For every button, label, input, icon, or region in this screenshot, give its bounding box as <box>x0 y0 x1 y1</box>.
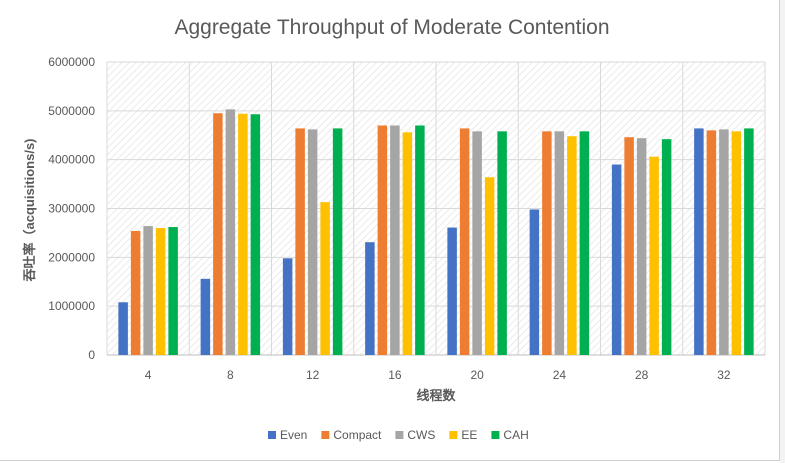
bar-cah-24 <box>579 131 590 355</box>
legend-label-cah: CAH <box>503 428 528 442</box>
y-tick-label: 6000000 <box>48 55 95 69</box>
bar-cws-16 <box>390 125 400 355</box>
bar-cws-24 <box>554 131 565 355</box>
bar-cws-20 <box>472 131 482 355</box>
bar-cah-8 <box>250 114 261 355</box>
y-tick-label: 2000000 <box>48 250 95 264</box>
x-tick-label: 16 <box>388 368 402 382</box>
x-tick-label: 12 <box>306 368 320 382</box>
x-tick-label: 32 <box>717 368 731 382</box>
bar-cah-12 <box>332 128 343 355</box>
legend-label-even: Even <box>280 428 307 442</box>
bar-ee-4 <box>155 228 166 355</box>
legend-label-ee: EE <box>461 428 477 442</box>
bar-cah-32 <box>744 128 754 355</box>
y-axis-label: 吞吐率（acquisitions/s) <box>22 138 37 281</box>
window-edge <box>780 0 785 463</box>
x-tick-label: 4 <box>145 368 152 382</box>
legend-swatch-ee <box>449 431 458 439</box>
legend-swatch-compact <box>321 431 330 439</box>
legend-swatch-cah <box>491 431 500 439</box>
bar-compact-16 <box>377 125 388 355</box>
legend-label-cws: CWS <box>407 428 435 442</box>
x-tick-label: 28 <box>635 368 649 382</box>
bar-even-12 <box>282 258 293 355</box>
x-tick-label: 20 <box>470 368 484 382</box>
bar-even-28 <box>611 164 622 355</box>
legend-label-compact: Compact <box>333 428 382 442</box>
y-tick-label: 5000000 <box>48 104 95 118</box>
bar-cws-12 <box>307 129 318 355</box>
bar-even-8 <box>200 278 211 355</box>
bar-even-4 <box>118 302 128 355</box>
bar-even-24 <box>529 209 540 355</box>
bar-cah-28 <box>661 139 672 355</box>
legend: Even Compact CWS EE CAH <box>268 428 529 442</box>
x-axis-label: 线程数 <box>416 388 456 403</box>
bar-ee-8 <box>238 113 248 355</box>
bar-ee-16 <box>402 132 413 355</box>
y-tick-label: 0 <box>88 348 95 362</box>
chart-title: Aggregate Throughput of Moderate Content… <box>174 16 609 39</box>
bar-cah-4 <box>168 227 178 355</box>
bar-ee-12 <box>320 202 330 355</box>
x-tick-label: 8 <box>227 368 234 382</box>
bar-compact-12 <box>295 128 305 355</box>
bar-cws-8 <box>225 109 236 355</box>
bar-compact-24 <box>542 131 552 355</box>
bar-ee-32 <box>731 131 742 355</box>
bar-compact-28 <box>624 137 634 355</box>
bar-compact-8 <box>213 113 223 356</box>
x-tick-label: 24 <box>553 368 567 382</box>
bar-ee-28 <box>649 156 659 355</box>
y-tick-label: 4000000 <box>48 153 95 167</box>
bar-cah-20 <box>497 131 507 355</box>
bar-even-20 <box>447 227 457 355</box>
bar-compact-4 <box>130 230 141 355</box>
y-tick-label: 1000000 <box>48 299 95 313</box>
bar-even-32 <box>694 128 704 355</box>
bar-ee-20 <box>484 177 495 355</box>
bar-cws-4 <box>143 226 153 355</box>
bar-even-16 <box>365 242 375 355</box>
bar-ee-24 <box>567 136 577 355</box>
bar-compact-32 <box>706 130 717 355</box>
bar-cws-28 <box>636 138 647 355</box>
legend-swatch-cws <box>395 431 404 439</box>
bar-cws-32 <box>719 129 729 355</box>
bar-compact-20 <box>459 128 470 355</box>
bar-cah-16 <box>415 125 425 355</box>
y-tick-label: 3000000 <box>48 202 95 216</box>
legend-swatch-even <box>268 431 276 439</box>
